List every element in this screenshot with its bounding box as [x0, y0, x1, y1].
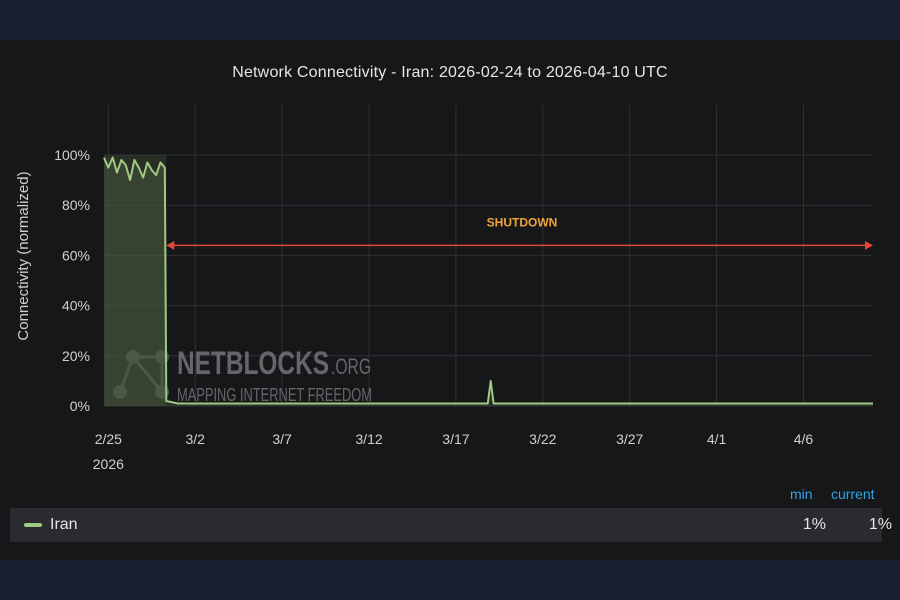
y-tick-label: 40%: [62, 298, 90, 314]
series-layer: [103, 155, 873, 406]
y-tick-label: 80%: [62, 197, 90, 213]
pre-shutdown-region: [104, 155, 167, 406]
y-axis-label: Connectivity (normalized): [15, 171, 32, 340]
y-tick-label: 60%: [62, 247, 90, 263]
x-tick-label: 3/7: [272, 431, 292, 447]
x-tick-label: 2/25: [95, 431, 122, 447]
x-tick-label: 3/22: [529, 431, 556, 447]
x-tick-label: 3/27: [616, 431, 643, 447]
watermark-brand: NETBLOCKS: [177, 345, 329, 381]
x-tick-label: 3/12: [355, 431, 382, 447]
annotation-layer: SHUTDOWN: [166, 215, 873, 250]
legend-header-current[interactable]: current: [831, 486, 875, 502]
legend-series-name[interactable]: Iran: [50, 516, 78, 533]
shutdown-arrow-head-left: [166, 240, 175, 250]
legend-current-value: 1%: [868, 516, 892, 533]
legend-header-min[interactable]: min: [790, 486, 813, 502]
x-tick-label: 4/1: [707, 431, 727, 447]
shutdown-arrow-head-right: [865, 240, 873, 250]
x-tick-sublabel: 2026: [93, 456, 124, 472]
watermark-tagline: MAPPING INTERNET FREEDOM: [177, 385, 372, 405]
shutdown-label: SHUTDOWN: [487, 215, 558, 229]
y-tick-label: 20%: [62, 348, 90, 364]
watermark-suffix: .ORG: [331, 354, 371, 379]
series-line-iran: [103, 156, 873, 405]
axis-layer: 0% 20% 40% 60% 80% 100% 2/25 2026 3/2 3/7 3/12 3/17…: [15, 147, 813, 472]
y-tick-label: 0%: [70, 398, 90, 414]
legend-min-value: 1%: [802, 516, 826, 533]
y-tick-label: 100%: [54, 147, 90, 163]
x-tick-label: 3/2: [186, 431, 206, 447]
x-tick-label: 4/6: [794, 431, 814, 447]
legend-swatch: [24, 523, 42, 527]
legend-row-iran[interactable]: Iran 1% 1%: [10, 508, 892, 542]
chart-title: Network Connectivity - Iran: 2026-02-24 …: [232, 64, 668, 81]
x-tick-label: 3/17: [442, 431, 469, 447]
